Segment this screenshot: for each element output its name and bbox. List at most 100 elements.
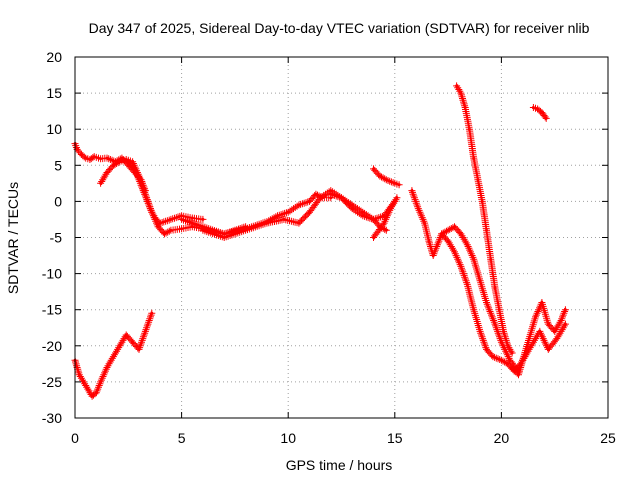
data-point xyxy=(485,301,488,304)
data-point xyxy=(99,157,103,161)
data-point xyxy=(244,228,248,232)
data-point xyxy=(378,174,382,178)
data-point xyxy=(143,329,147,333)
data-point xyxy=(126,160,130,164)
data-point xyxy=(308,199,311,203)
data-point xyxy=(440,232,444,236)
data-point xyxy=(105,171,109,174)
data-point xyxy=(497,308,501,312)
data-point xyxy=(546,322,550,326)
data-point xyxy=(372,217,375,221)
data-point xyxy=(340,196,343,200)
series-arc-12 xyxy=(508,299,569,379)
series-arc-15 xyxy=(71,309,156,400)
data-point xyxy=(118,160,122,164)
data-point xyxy=(465,282,469,286)
data-point xyxy=(105,156,109,160)
data-point xyxy=(111,163,115,167)
data-point xyxy=(478,279,482,283)
data-point xyxy=(553,329,557,333)
y-tick-label: -5 xyxy=(50,230,63,246)
data-point xyxy=(314,192,318,196)
data-point xyxy=(485,347,488,351)
data-point xyxy=(77,373,81,377)
data-point xyxy=(455,84,459,88)
data-point xyxy=(540,301,544,304)
data-point xyxy=(180,217,184,221)
y-tick-label: 10 xyxy=(46,121,62,137)
data-point xyxy=(395,196,399,200)
data-point xyxy=(463,106,467,109)
data-point xyxy=(491,355,495,359)
data-point xyxy=(384,178,388,182)
y-tick-label: 0 xyxy=(54,193,62,209)
data-point xyxy=(489,257,493,261)
data-point xyxy=(79,153,83,156)
data-point xyxy=(459,264,463,268)
plot-frame xyxy=(74,56,609,419)
data-point xyxy=(493,286,497,290)
data-markers xyxy=(71,309,156,400)
y-tick-label: -10 xyxy=(42,266,62,282)
data-point xyxy=(286,210,290,214)
data-point xyxy=(297,221,301,225)
data-point xyxy=(502,329,505,333)
series-arc-11 xyxy=(453,82,516,357)
chart-title: Day 347 of 2025, Sidereal Day-to-day VTE… xyxy=(89,20,590,36)
data-markers xyxy=(97,156,250,238)
data-point xyxy=(478,329,482,333)
data-point xyxy=(499,358,503,362)
data-point xyxy=(382,221,386,225)
data-point xyxy=(124,333,128,337)
data-point xyxy=(472,257,476,261)
data-point xyxy=(534,315,537,319)
data-point xyxy=(133,167,137,171)
series-arc-13 xyxy=(519,320,569,364)
tick-layer: 0 5 10 15 20 25 -30 -25 -20 -15 -10 -5 0 5 10 15 20 xyxy=(42,49,616,446)
data-point xyxy=(510,351,514,355)
data-point xyxy=(499,340,503,344)
data-point xyxy=(431,254,435,257)
y-axis-title: SDTVAR / TECUs xyxy=(5,182,21,294)
data-point xyxy=(329,192,333,196)
y-tick-label: -30 xyxy=(42,410,62,426)
data-point xyxy=(453,225,456,229)
data-point xyxy=(416,207,420,211)
data-point xyxy=(90,394,94,398)
data-point xyxy=(156,225,160,229)
data-point xyxy=(521,358,525,362)
data-point xyxy=(544,116,548,120)
data-point xyxy=(427,239,431,243)
y-tick-label: -20 xyxy=(42,338,62,354)
data-point xyxy=(563,322,567,326)
data-point xyxy=(180,214,184,218)
data-point xyxy=(111,355,115,359)
data-point xyxy=(99,181,103,185)
x-tick-label: 0 xyxy=(71,430,79,446)
data-point xyxy=(75,147,79,151)
data-point xyxy=(201,228,205,232)
data-point xyxy=(480,199,484,203)
data-point xyxy=(446,228,450,232)
data-point xyxy=(163,232,166,236)
data-point xyxy=(150,311,154,315)
data-point xyxy=(536,107,540,111)
data-point xyxy=(124,158,128,161)
data-point xyxy=(141,189,145,193)
y-tick-label: -15 xyxy=(42,302,62,318)
y-tick-label: 20 xyxy=(46,49,62,65)
data-point xyxy=(459,232,463,236)
data-point xyxy=(190,216,194,220)
data-point xyxy=(389,207,392,211)
data-point xyxy=(555,337,559,341)
data-point xyxy=(540,111,544,115)
data-point xyxy=(559,319,563,322)
data-point xyxy=(201,225,205,229)
x-tick-label: 25 xyxy=(600,430,616,446)
data-point xyxy=(531,106,535,109)
data-point xyxy=(476,178,480,182)
data-point xyxy=(99,380,103,384)
data-point xyxy=(137,347,141,351)
data-point xyxy=(384,228,388,232)
